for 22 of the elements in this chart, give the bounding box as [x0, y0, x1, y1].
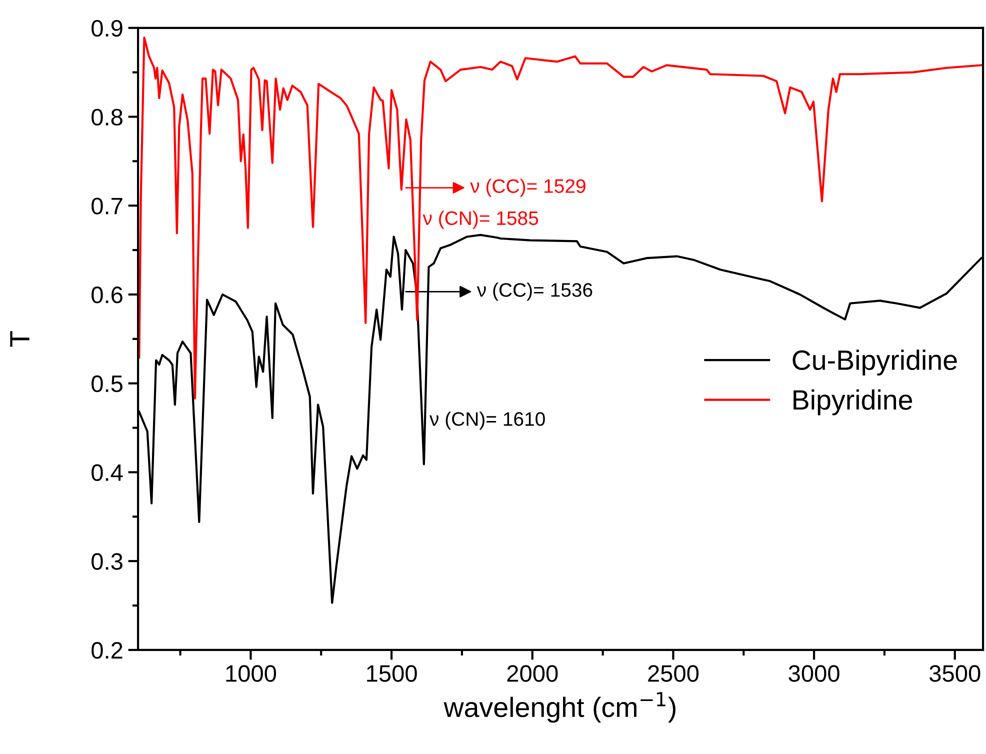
- y-tick-label: 0.4: [92, 464, 123, 482]
- annotation: ν (CC)= 1529: [470, 178, 586, 197]
- y-tick-label: 0.7: [92, 198, 122, 214]
- annotation: ν (CN)= 1610: [429, 412, 545, 430]
- y-tick-label: 0.2: [92, 642, 122, 659]
- x-tick-label: 1000: [226, 665, 276, 682]
- y-tick-label: 0.6: [92, 286, 122, 304]
- y-tick-label: 0.8: [92, 108, 122, 126]
- y-tick-label: 0.3: [92, 553, 122, 570]
- x-tick-label: 2000: [507, 665, 558, 682]
- x-tick-label: 2500: [648, 665, 699, 682]
- x-tick-label: 3500: [930, 665, 980, 682]
- x-tick-label: 3000: [788, 665, 840, 682]
- y-tick-label: 0.5: [92, 375, 122, 392]
- y-tick-label: 0.9: [92, 20, 122, 37]
- legend-label: Cu-Bipyridine: [792, 350, 957, 376]
- annotation: ν (CN)= 1585: [422, 210, 538, 229]
- x-axis-title: wavelenght (cm$^{−1}$): [444, 692, 676, 723]
- y-axis-title: T: [10, 331, 30, 347]
- legend-label: Bipyridine: [794, 389, 912, 416]
- annotation: ν (CC)= 1536: [476, 282, 592, 301]
- x-tick-label: 1500: [367, 665, 417, 682]
